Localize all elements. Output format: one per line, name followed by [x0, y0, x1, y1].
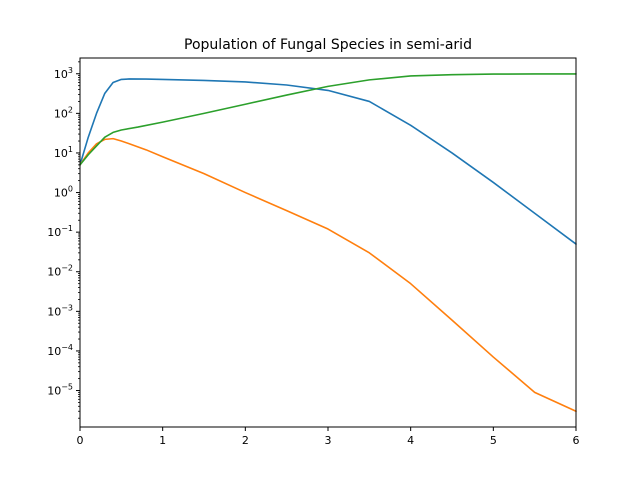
y-tick-exponent: −3	[61, 303, 73, 312]
y-tick-label: 101	[54, 145, 73, 160]
y-tick-exponent: −5	[61, 383, 73, 392]
y-tick-base: 10	[54, 187, 68, 200]
x-tick-label: 4	[407, 434, 414, 447]
y-tick-exponent: 1	[68, 145, 73, 154]
y-tick-exponent: 0	[68, 185, 73, 194]
y-tick-base: 10	[47, 385, 61, 398]
series-line-2	[79, 137, 577, 413]
series-line-1	[79, 78, 577, 245]
x-tick-label: 3	[325, 434, 332, 447]
y-tick-label: 10−1	[47, 224, 73, 239]
y-tick-exponent: 2	[68, 105, 73, 114]
y-tick-base: 10	[54, 68, 68, 81]
plot-frame	[79, 57, 577, 428]
y-tick-label: 100	[54, 185, 73, 200]
y-tick-base: 10	[54, 107, 68, 120]
y-tick-base: 10	[47, 305, 61, 318]
y-tick-label: 10−3	[47, 303, 73, 318]
x-tick-label: 0	[77, 434, 84, 447]
y-tick-label: 10−4	[47, 343, 73, 358]
x-tick-label: 1	[159, 434, 166, 447]
y-tick-label: 10−5	[47, 383, 73, 398]
y-tick-label: 103	[54, 66, 73, 81]
series-layer	[79, 73, 577, 413]
x-tick-label: 5	[490, 434, 497, 447]
y-tick-base: 10	[47, 266, 61, 279]
chart-title: Population of Fungal Species in semi-ari…	[184, 37, 472, 53]
y-tick-exponent: −1	[61, 224, 73, 233]
series-line-3	[79, 73, 577, 166]
y-tick-base: 10	[47, 226, 61, 239]
y-tick-exponent: −2	[61, 264, 73, 273]
y-tick-base: 10	[47, 345, 61, 358]
x-axis: 0 1 2 3 4 5 6	[77, 427, 580, 447]
y-tick-label: 10−2	[47, 264, 73, 279]
x-tick-label: 6	[573, 434, 580, 447]
y-tick-exponent: −4	[61, 343, 73, 352]
x-tick-label: 2	[242, 434, 249, 447]
y-tick-exponent: 3	[68, 66, 73, 75]
y-tick-base: 10	[54, 147, 68, 160]
y-tick-label: 102	[54, 105, 73, 120]
